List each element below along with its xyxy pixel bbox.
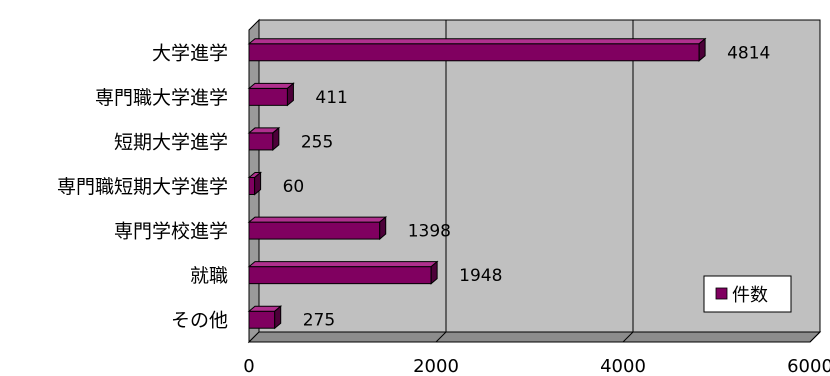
data-label: 255 xyxy=(301,132,333,152)
data-label: 60 xyxy=(283,177,305,197)
data-labels: 4814 411 255 60 1398 1948 275 xyxy=(283,43,771,330)
bar xyxy=(247,305,283,330)
floor xyxy=(247,331,822,343)
bar xyxy=(247,260,439,285)
bar-front xyxy=(248,43,700,62)
bar-front xyxy=(248,266,432,285)
category-label: 専門学校進学 xyxy=(114,221,228,243)
bar-front xyxy=(248,310,276,329)
data-label: 1398 xyxy=(408,222,451,242)
category-label: 短期大学進学 xyxy=(114,131,228,153)
data-label: 275 xyxy=(303,311,335,331)
bar-end xyxy=(254,171,262,196)
bar xyxy=(247,37,707,62)
x-tick-labels: 0 2000 4000 6000 xyxy=(243,356,830,376)
data-label: 411 xyxy=(315,88,347,108)
category-label: 大学進学 xyxy=(152,42,228,64)
gridline-floor-4000 xyxy=(622,331,634,343)
bar-end xyxy=(430,260,438,285)
category-label: 就職 xyxy=(190,265,228,287)
gridlines xyxy=(435,20,821,343)
bar-end xyxy=(698,37,706,62)
category-label: 専門職短期大学進学 xyxy=(57,176,228,198)
x-tick-label: 6000 xyxy=(787,356,830,376)
bar-end xyxy=(274,305,282,330)
bar-front xyxy=(248,177,256,195)
bar xyxy=(247,126,281,151)
bar xyxy=(247,216,388,241)
legend-swatch xyxy=(715,287,728,300)
x-tick-label: 4000 xyxy=(600,356,646,376)
legend: 件数 xyxy=(703,275,792,313)
bars xyxy=(247,37,707,330)
data-label: 4814 xyxy=(727,43,770,63)
data-label: 1948 xyxy=(459,266,502,286)
category-label: 専門職大学進学 xyxy=(95,87,228,109)
bar-top xyxy=(247,82,295,89)
bar-end xyxy=(379,216,387,241)
legend-label: 件数 xyxy=(732,285,768,306)
bar-top xyxy=(247,216,388,223)
gridline-floor-2000 xyxy=(435,331,447,343)
bar-front xyxy=(248,132,274,151)
bar-front xyxy=(248,221,381,240)
x-tick-label: 0 xyxy=(243,356,254,376)
bar-front xyxy=(248,87,288,106)
x-tick-label: 2000 xyxy=(413,356,459,376)
gridline-floor-6000 xyxy=(809,331,821,343)
bar xyxy=(247,171,262,196)
bar-end xyxy=(286,82,294,107)
category-label: その他 xyxy=(171,310,228,332)
bar xyxy=(247,82,295,107)
bar-top xyxy=(247,38,707,45)
bar-end xyxy=(272,126,280,151)
bar-top xyxy=(247,261,439,268)
